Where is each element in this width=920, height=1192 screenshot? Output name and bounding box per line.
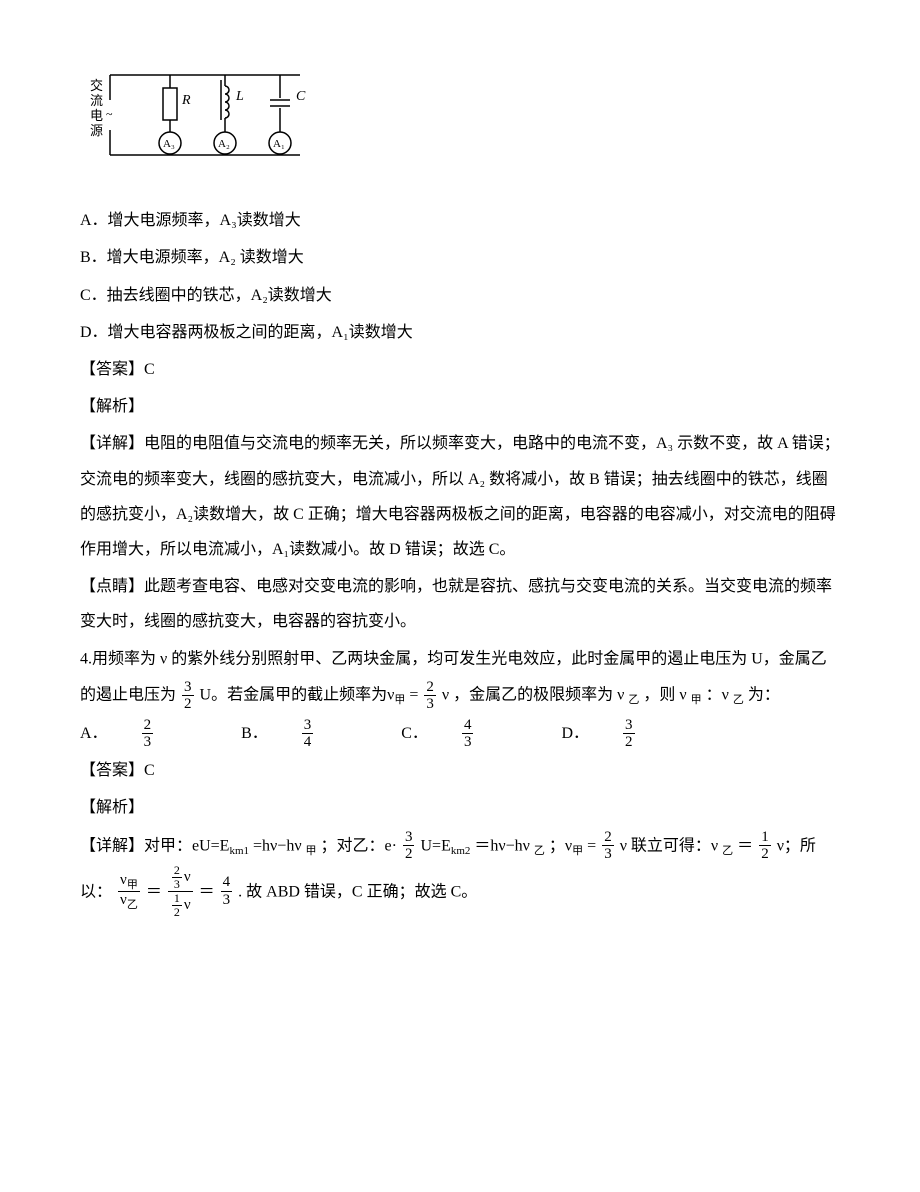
q4-jiexi: 【解析】 [80, 790, 840, 825]
q3-option-b: B．增大电源频率，A₂ 读数增大 [80, 240, 840, 275]
q3-option-d: D．增大电容器两极板之间的距离，A₁读数增大 [80, 315, 840, 350]
frac-3-2: 32 [182, 679, 194, 713]
circuit-diagram: 交 流 电 源 ~ R L C A₃ A₂ A₁ [80, 60, 840, 193]
q4-option-b: B． 34 [241, 715, 369, 751]
c-label: C [296, 89, 306, 104]
q4-option-a: A． 23 [80, 715, 209, 751]
svg-text:~: ~ [106, 107, 113, 121]
q3-option-c: C．抽去线圈中的铁芯，A₂读数增大 [80, 278, 840, 313]
a3-label: A₃ [163, 138, 175, 150]
svg-text:流: 流 [90, 93, 103, 108]
q3-option-a: A．增大电源频率，A₃读数增大 [80, 203, 840, 238]
q4-detail: 【详解】对甲：eU=Ekm1 =hν−hν 甲 ；对乙：e· 32 U=Ekm2… [80, 828, 840, 920]
ac-source-label: 交 [90, 78, 103, 93]
svg-text:电: 电 [90, 108, 103, 123]
frac-2-3: 23 [424, 679, 436, 713]
a1-label: A₁ [273, 138, 285, 150]
q4-stem: 4.用频率为 ν 的紫外线分别照射甲、乙两块金属，均可发生光电效应，此时金属甲的… [80, 641, 840, 713]
q3-answer: 【答案】C [80, 352, 840, 387]
q4-options: A． 23 B． 34 C． 43 D． 32 [80, 715, 840, 751]
q3-dianjing: 【点睛】此题考查电容、电感对交变电流的影响，也就是容抗、感抗与交变电流的关系。当… [80, 569, 840, 639]
q4-option-c: C． 43 [401, 715, 529, 751]
l-label: L [235, 89, 244, 104]
r-label: R [181, 93, 191, 108]
q4-option-d: D． 32 [561, 715, 690, 751]
a2-label: A₂ [218, 138, 230, 150]
q3-jiexi: 【解析】 [80, 389, 840, 424]
svg-text:源: 源 [90, 123, 103, 138]
ratio-frac: ν甲 ν乙 [118, 872, 140, 911]
q4-answer: 【答案】C [80, 753, 840, 788]
q3-detail: 【详解】电阻的电阻值与交流电的频率无关，所以频率变大，电路中的电流不变，A₃ 示… [80, 426, 840, 567]
